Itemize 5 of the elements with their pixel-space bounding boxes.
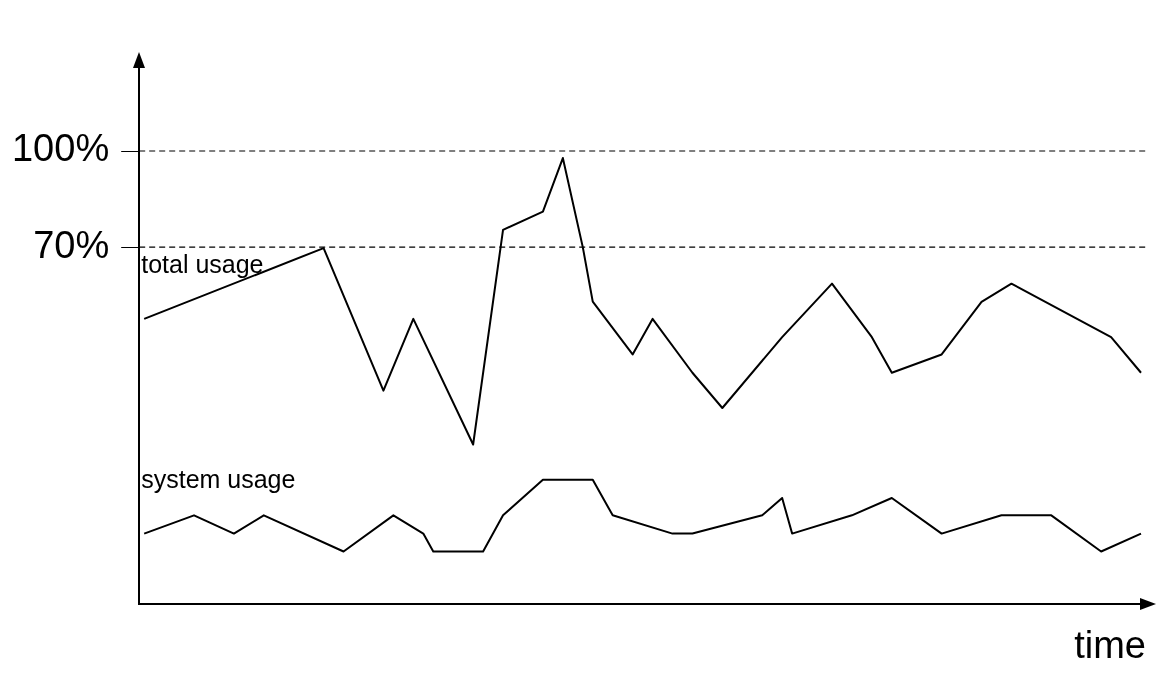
x-axis-title: time bbox=[1074, 623, 1146, 666]
y-tick-label: 70% bbox=[33, 223, 110, 266]
y-tick-label: 100% bbox=[11, 127, 110, 170]
legend-label: total usage bbox=[141, 250, 264, 279]
series-label: system usage bbox=[141, 464, 296, 493]
